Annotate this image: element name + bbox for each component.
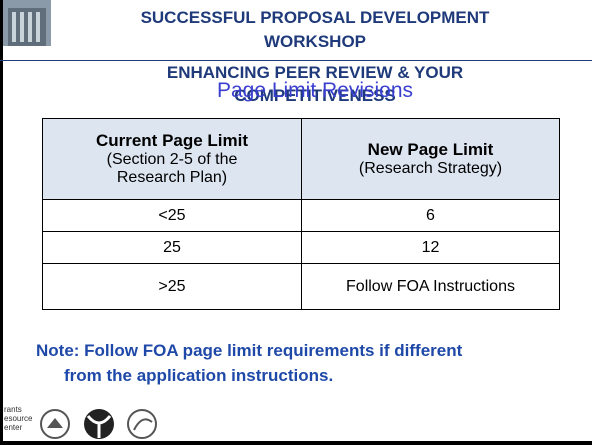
cell: 6: [301, 199, 560, 232]
note-line: Note: Follow FOA page limit requirements…: [36, 341, 463, 360]
header-title-1: SUCCESSFUL PROPOSAL DEVELOPMENT: [140, 8, 490, 27]
bottom-border: [0, 441, 592, 445]
header-title-2: WORKSHOP: [264, 32, 366, 51]
cell: 12: [301, 231, 560, 264]
logo-text: rants esource enter: [4, 405, 32, 432]
header-subtitle-1: ENHANCING PEER REVIEW & YOUR: [166, 63, 464, 82]
logo-line: rants: [4, 405, 22, 414]
limit-table: Current Page Limit (Section 2-5 of the R…: [42, 118, 560, 310]
column-detail: (Section 2-5 of the: [106, 151, 238, 168]
cell: >25: [42, 263, 302, 310]
column-title: Current Page Limit: [95, 131, 249, 150]
header-cell: Current Page Limit (Section 2-5 of the R…: [42, 118, 302, 200]
header-cell: New Page Limit (Research Strategy): [301, 118, 560, 200]
logo-line: enter: [4, 423, 23, 432]
slide-title: Page Limit Revisions: [216, 79, 414, 102]
column-detail: (Research Strategy): [358, 160, 503, 177]
header-rule: [0, 60, 592, 61]
building-photo: [3, 0, 51, 46]
agency-logos: [40, 409, 157, 439]
logo-line: esource: [4, 414, 33, 423]
note-line: from the application instructions.: [64, 366, 334, 385]
cell: <25: [42, 199, 302, 232]
cell: Follow FOA Instructions: [301, 263, 560, 310]
left-border: [0, 0, 3, 445]
column-title: New Page Limit: [367, 140, 494, 159]
header-subtitle-2: COMPETITIVENESS: [234, 86, 396, 105]
cell: 25: [42, 231, 302, 264]
column-detail: Research Plan): [116, 169, 228, 186]
